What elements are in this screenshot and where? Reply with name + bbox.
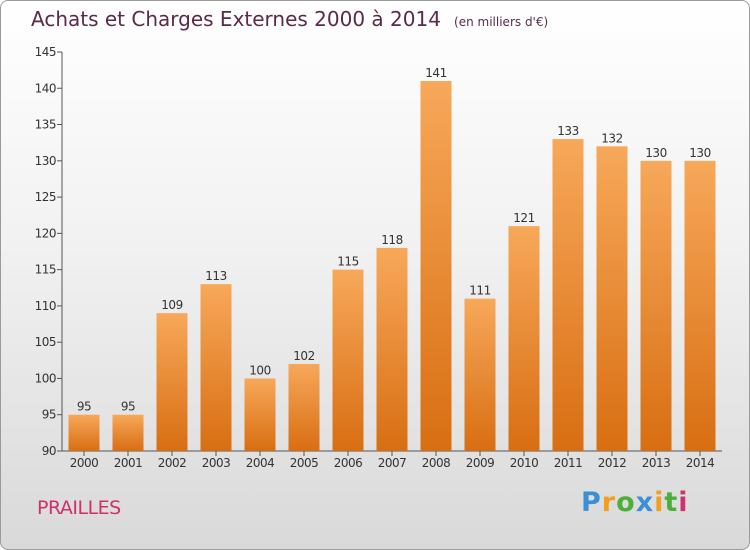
x-tick-label: 2008 [422,456,451,470]
data-label: 130 [645,146,666,160]
x-tick-label: 2003 [202,456,231,470]
bar [464,298,496,451]
x-tick-label: 2004 [246,456,275,470]
logo-letter: i [654,487,665,518]
logo-letter: i [678,487,689,518]
y-tick-label: 95 [42,408,56,422]
proxiti-logo: Proxiti [581,487,689,518]
logo-letter: x [635,487,655,518]
bar [68,414,100,451]
data-label: 132 [601,131,622,145]
x-tick-label: 2012 [598,456,627,470]
data-label: 109 [161,298,182,312]
y-tick-label: 115 [35,263,56,277]
bar [684,160,716,451]
data-label: 102 [293,349,314,363]
y-tick-label: 105 [35,335,56,349]
data-label: 113 [205,269,226,283]
y-tick-label: 125 [35,190,56,204]
bar [596,146,628,452]
data-label: 118 [381,233,402,247]
data-label: 100 [249,363,270,377]
data-label: 111 [469,284,490,298]
x-tick-label: 2013 [642,456,671,470]
logo-letter: t [664,487,679,518]
logo-letter: P [581,487,602,518]
y-tick-label: 140 [35,81,56,95]
data-label: 130 [689,146,710,160]
y-tick-label: 120 [35,226,56,240]
bar [508,226,540,451]
x-tick-label: 2001 [114,456,143,470]
data-label: 133 [557,124,578,138]
logo-letter: o [616,487,636,518]
commune-name: PRAILLES [37,497,121,519]
bar [376,247,408,451]
y-tick-label: 110 [35,299,56,313]
bar [200,284,232,451]
x-tick-label: 2009 [466,456,495,470]
chart-subtitle: (en milliers d'€) [454,15,549,29]
x-tick-label: 2006 [334,456,363,470]
x-tick-label: 2002 [158,456,187,470]
bar [332,269,364,451]
x-tick-label: 2005 [290,456,319,470]
bar [288,363,320,451]
x-tick-label: 2000 [70,456,99,470]
logo-letter: r [601,487,617,518]
y-tick-label: 100 [35,371,56,385]
x-tick-label: 2010 [510,456,539,470]
data-label: 141 [425,66,446,80]
data-label: 115 [337,255,358,269]
x-tick-label: 2014 [686,456,715,470]
y-tick-label: 145 [35,45,56,59]
data-label: 95 [121,400,135,414]
chart-title-block: Achats et Charges Externes 2000 à 2014 (… [31,7,548,31]
y-tick-label: 135 [35,118,56,132]
x-tick-label: 2007 [378,456,407,470]
bar [244,378,276,451]
data-label: 95 [77,400,91,414]
bar [156,313,188,451]
bar [420,81,452,451]
bar [552,139,584,451]
bar [112,414,144,451]
y-tick-label: 90 [42,444,56,458]
bar [640,160,672,451]
chart-title: Achats et Charges Externes 2000 à 2014 [31,7,441,31]
data-label: 121 [513,211,534,225]
y-tick-label: 130 [35,154,56,168]
x-tick-label: 2011 [554,456,583,470]
